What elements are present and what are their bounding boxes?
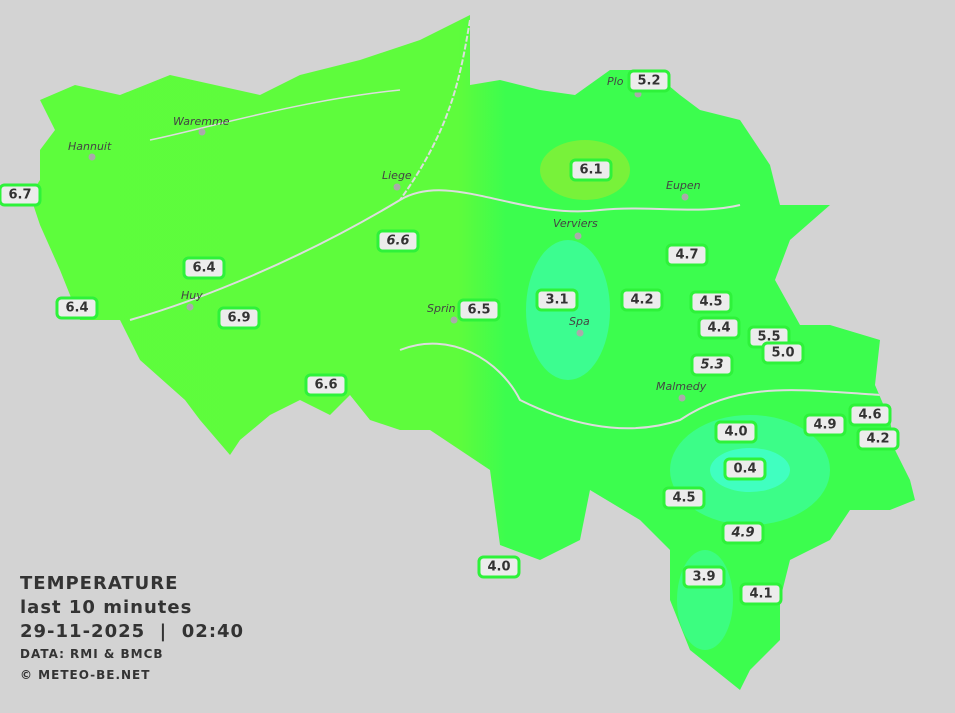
temperature-label: 4.9 <box>803 413 847 437</box>
data-source: DATA: RMI & BMCB <box>20 647 164 661</box>
map-subtitle: last 10 minutes <box>20 597 193 618</box>
temperature-label: 3.9 <box>682 565 726 589</box>
temperature-label: 6.4 <box>55 296 99 320</box>
temperature-label: 6.4 <box>182 256 226 280</box>
map-title: TEMPERATURE <box>20 573 179 594</box>
temperature-label: 6.7 <box>0 183 42 207</box>
city-dot <box>198 128 206 136</box>
city-hannuit: Hannuit <box>68 140 112 153</box>
city-dot <box>681 193 689 201</box>
city-malmedy: Malmedy <box>656 380 707 393</box>
city-dot <box>450 316 458 324</box>
city-waremme: Waremme <box>173 115 230 128</box>
temperature-label: 5.2 <box>627 69 671 93</box>
city-verviers: Verviers <box>553 217 598 230</box>
copyright: © METEO-BE.NET <box>20 668 151 682</box>
city-dot <box>88 153 96 161</box>
temperature-label: 4.9 <box>721 521 765 545</box>
temperature-label: 4.2 <box>856 427 900 451</box>
temperature-label: 3.1 <box>535 288 579 312</box>
temperature-label: 6.1 <box>569 158 613 182</box>
map-datetime: 29-11-2025 | 02:40 <box>20 621 245 642</box>
temperature-label: 6.9 <box>217 306 261 330</box>
temperature-label: 5.0 <box>761 341 805 365</box>
temperature-label: 6.6 <box>304 373 348 397</box>
temperature-label: 4.5 <box>662 486 706 510</box>
city-huy: Huy <box>181 289 203 302</box>
city-eupen: Eupen <box>666 179 701 192</box>
city-liege: Liege <box>382 169 412 182</box>
temperature-label: 4.5 <box>689 290 733 314</box>
temperature-label: 4.4 <box>697 316 741 340</box>
city-dot <box>678 394 686 402</box>
temperature-label: 6.5 <box>457 298 501 322</box>
city-sprimont: Sprin <box>427 302 456 315</box>
temperature-label: 6.6 <box>376 229 420 253</box>
river-west <box>149 89 401 141</box>
legend: TEMPERATURE last 10 minutes 29-11-2025 |… <box>20 572 244 686</box>
temperature-label: 4.1 <box>739 582 783 606</box>
temperature-label: 0.4 <box>723 457 767 481</box>
river-north <box>399 19 471 201</box>
temperature-label: 4.0 <box>477 555 521 579</box>
river-meuse-vesdre <box>129 189 741 321</box>
city-spa: Spa <box>569 315 590 328</box>
city-dot <box>393 183 401 191</box>
city-dot <box>574 232 582 240</box>
river-ourthe-amel <box>399 342 881 430</box>
temperature-label: 4.7 <box>665 243 709 267</box>
temperature-label: 4.0 <box>714 420 758 444</box>
city-dot <box>576 329 584 337</box>
temperature-label: 4.2 <box>620 288 664 312</box>
city-plombieres: Plo <box>607 75 624 88</box>
temperature-label: 5.3 <box>690 353 734 377</box>
temperature-label: 4.6 <box>848 403 892 427</box>
city-dot <box>186 303 194 311</box>
city-dot <box>634 90 642 98</box>
